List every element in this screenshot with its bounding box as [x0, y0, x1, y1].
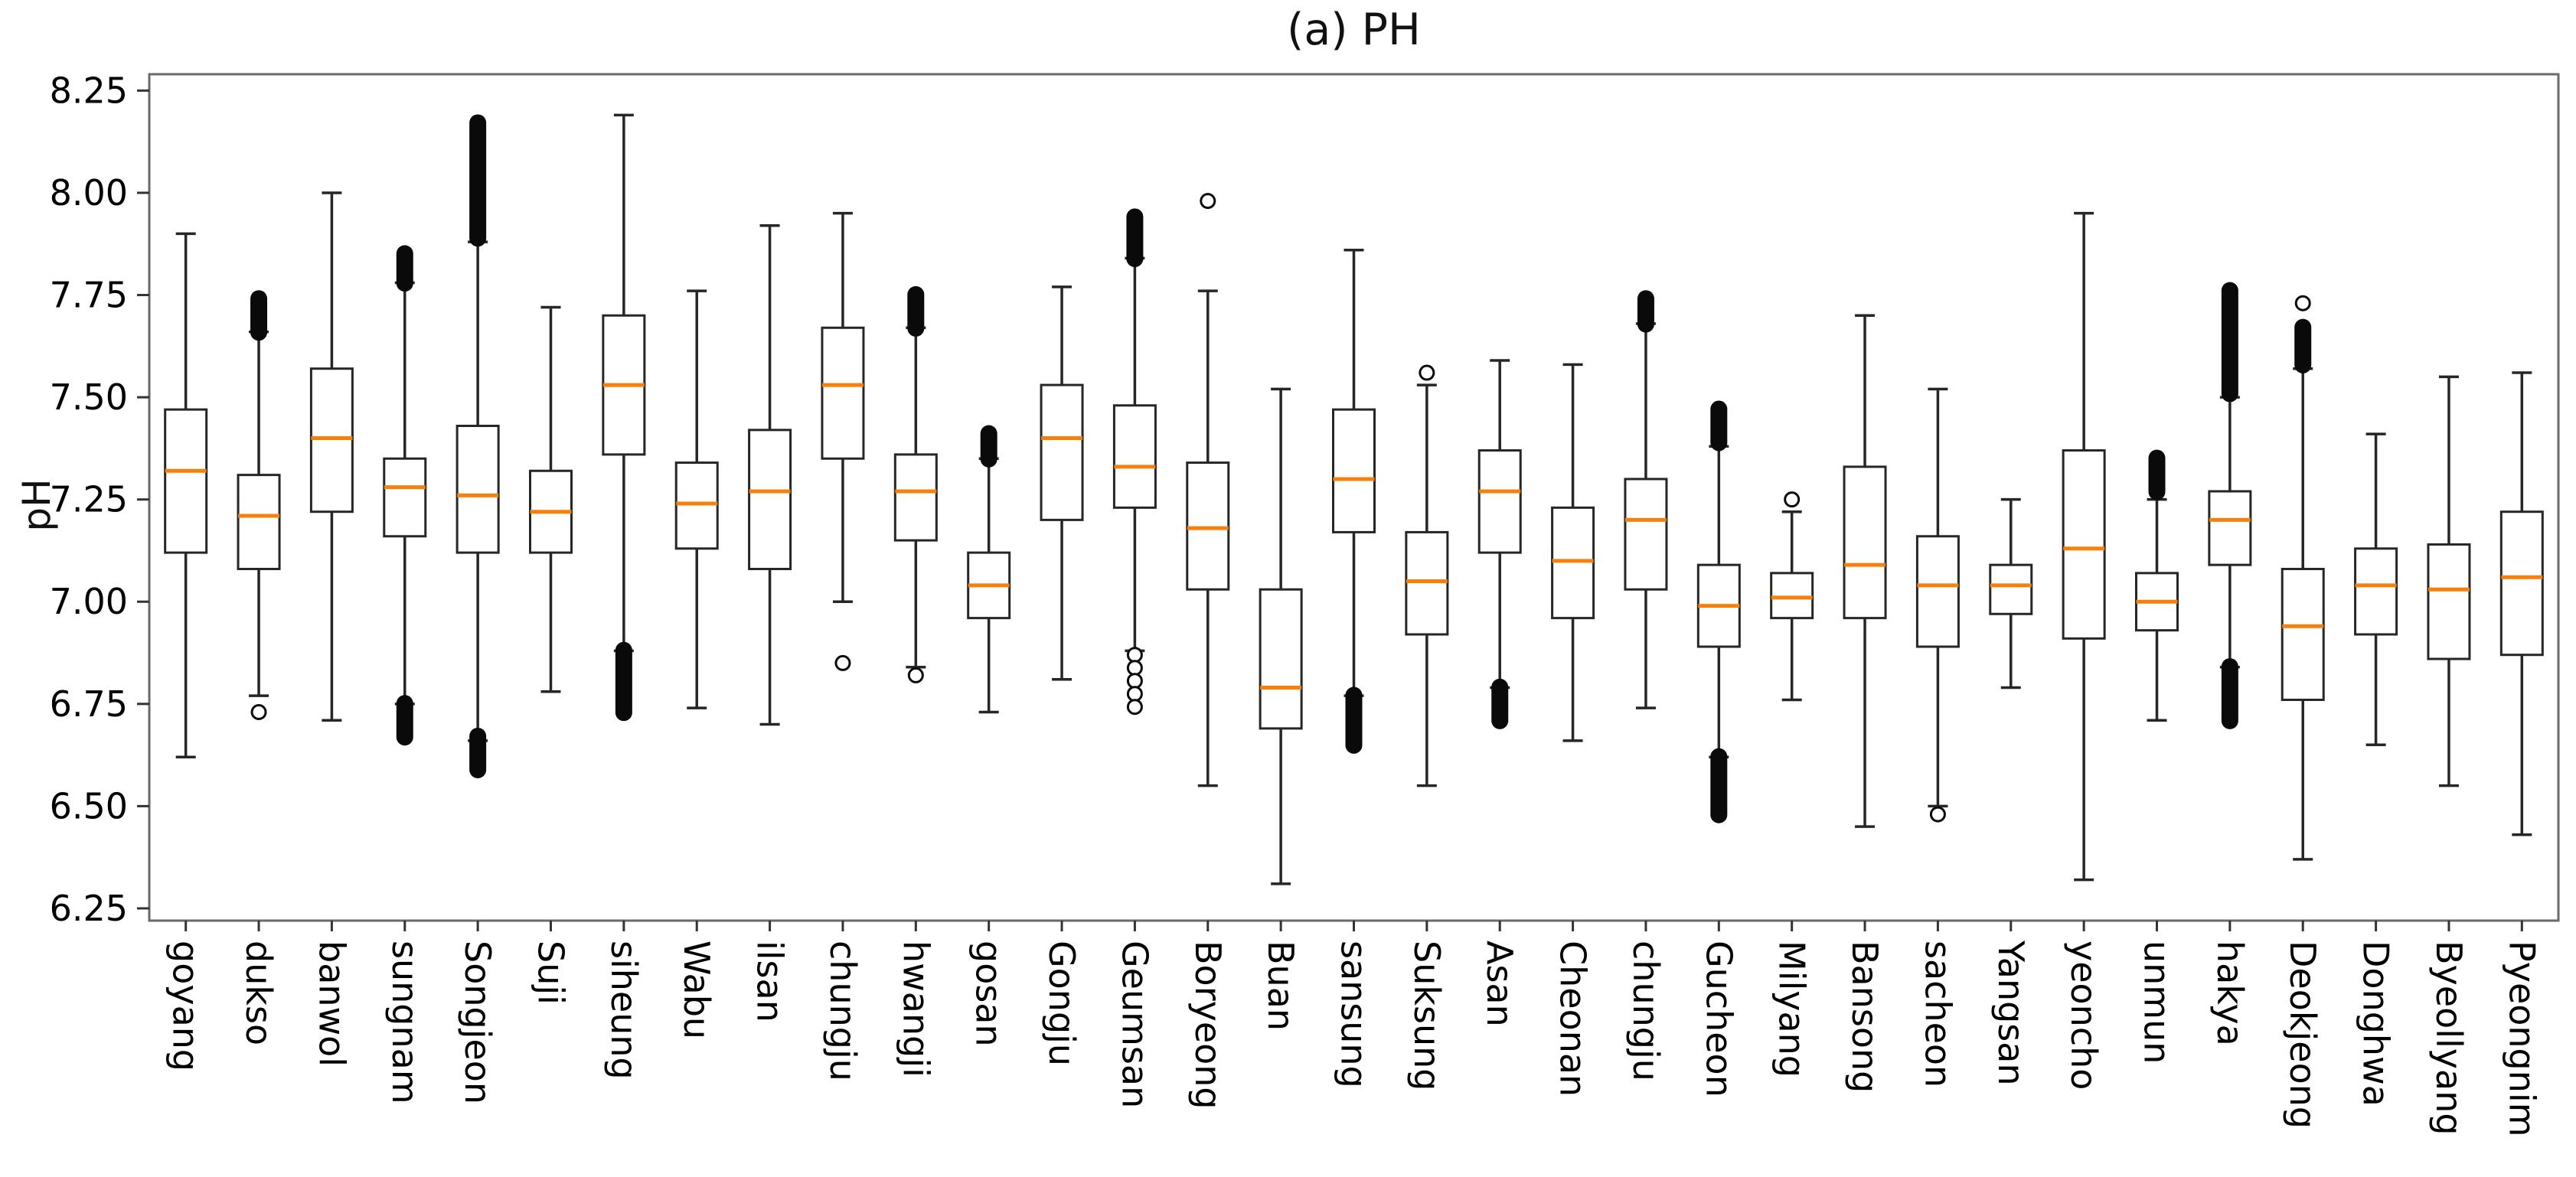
x-tick-label: Boryeong: [1187, 941, 1229, 1110]
x-tick-label: goyang: [165, 941, 207, 1071]
box-chungju: [1624, 290, 1668, 709]
x-tick-label: sacheon: [1917, 941, 1958, 1087]
x-tick-label: Suksung: [1406, 941, 1448, 1091]
box-Suksung: [1405, 364, 1449, 787]
box-dukso: [237, 290, 281, 721]
y-tick-label: 8.25: [50, 70, 128, 111]
y-tick-label: 7.25: [50, 479, 128, 520]
box-goyang: [164, 232, 208, 759]
box-yeoncho: [2062, 211, 2106, 882]
x-tick-label: chungju: [1625, 941, 1667, 1081]
box-Cheonan: [1551, 363, 1595, 742]
box-Bansong: [1843, 314, 1887, 828]
y-tick-label: 6.75: [50, 683, 128, 725]
box-banwol: [309, 191, 354, 722]
box-Donghwa: [2354, 432, 2398, 747]
x-tick-label: Cheonan: [1552, 941, 1594, 1097]
x-tick-label: Asan: [1479, 941, 1520, 1027]
box-chungju: [821, 211, 865, 671]
box-Buan: [1259, 387, 1303, 885]
x-tick-label: Geumsan: [1114, 941, 1155, 1108]
x-tick-label: Bansong: [1844, 941, 1885, 1093]
box-Gucheon: [1696, 400, 1741, 823]
box-Suji: [529, 305, 573, 693]
box-Asan: [1477, 359, 1522, 729]
x-tick-label: hwangji: [895, 941, 936, 1078]
box-Gongju: [1040, 285, 1084, 681]
chart-title: (a) PH: [1287, 5, 1421, 55]
y-tick-label: 6.50: [50, 785, 128, 827]
y-tick-label: 8.00: [50, 172, 128, 214]
box-siheung: [602, 113, 646, 722]
x-tick-label: Donghwa: [2356, 941, 2397, 1107]
x-tick-label: Songjeon: [457, 941, 498, 1104]
box-Geumsan: [1112, 208, 1157, 716]
x-tick-label: ilsan: [749, 941, 791, 1022]
box-hakya: [2208, 282, 2252, 729]
box-ilsan: [748, 223, 792, 726]
x-tick-label: Suji: [531, 941, 572, 1005]
x-tick-label: Deokjeong: [2282, 941, 2323, 1129]
box-gosan: [967, 425, 1011, 714]
box-Boryeong: [1186, 193, 1230, 787]
x-tick-label: Wabu: [676, 941, 717, 1039]
box-Milyang: [1770, 491, 1814, 702]
x-tick-label: Milyang: [1771, 941, 1813, 1078]
x-axis: goyang dukso banwol sungnam Songjeon Suji sihe…: [165, 921, 2542, 1137]
x-tick-label: unmun: [2137, 941, 2178, 1064]
x-tick-label: dukso: [238, 941, 279, 1045]
box-hwangji: [893, 285, 938, 683]
x-tick-label: Gongju: [1041, 941, 1082, 1066]
x-tick-label: Yangsan: [1990, 940, 2032, 1086]
y-axis: 8.25 8.00 7.75 7.50 7.25 7.00 6.75 6.50 6.25: [50, 70, 149, 929]
x-tick-label: siheung: [603, 941, 645, 1080]
box-Yangsan: [1989, 497, 2033, 690]
x-tick-label: sungnam: [384, 941, 426, 1104]
x-tick-label: Pyeongnim: [2501, 941, 2542, 1137]
box-Songjeon: [455, 114, 500, 778]
x-tick-label: Buan: [1260, 941, 1301, 1031]
box-sungnam: [383, 245, 427, 746]
y-tick-label: 6.25: [50, 888, 128, 929]
x-tick-label: hakya: [2209, 941, 2251, 1046]
x-tick-label: banwol: [311, 941, 352, 1067]
y-tick-label: 7.75: [50, 275, 128, 316]
box-sansung: [1332, 248, 1376, 754]
x-tick-label: yeoncho: [2063, 941, 2104, 1090]
y-tick-label: 7.50: [50, 377, 128, 418]
box-sacheon: [1915, 387, 1960, 823]
x-tick-label: sansung: [1334, 941, 1375, 1088]
box-Wabu: [674, 289, 719, 709]
x-tick-label: Gucheon: [1698, 941, 1739, 1097]
x-tick-label: gosan: [968, 941, 1010, 1047]
box-Deokjeong: [2281, 295, 2325, 861]
x-tick-label: Byeollyang: [2428, 941, 2470, 1136]
y-tick-label: 7.00: [50, 581, 128, 622]
x-tick-label: chungju: [822, 941, 864, 1081]
box-Pyeongnim: [2499, 371, 2544, 836]
box-unmun: [2135, 449, 2179, 722]
box-Byeollyang: [2427, 375, 2471, 787]
